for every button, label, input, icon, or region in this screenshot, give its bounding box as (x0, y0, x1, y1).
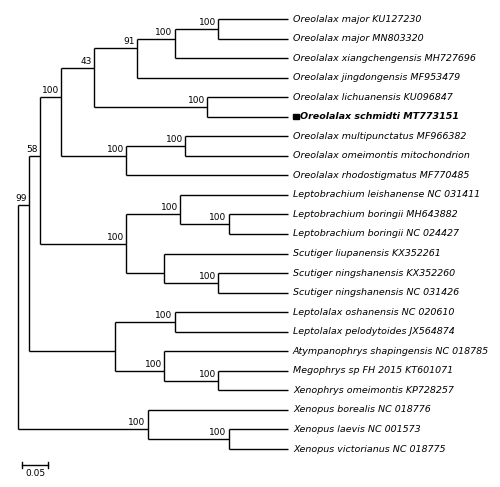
Text: Xenopus laevis NC 001573: Xenopus laevis NC 001573 (293, 425, 420, 434)
Text: 100: 100 (128, 418, 146, 428)
Text: 100: 100 (161, 204, 178, 212)
Text: Oreolalax jingdongensis MF953479: Oreolalax jingdongensis MF953479 (293, 73, 460, 82)
Bar (293, 114, 298, 119)
Text: Scutiger ningshanensis NC 031426: Scutiger ningshanensis NC 031426 (293, 288, 459, 297)
Text: Scutiger liupanensis KX352261: Scutiger liupanensis KX352261 (293, 249, 441, 258)
Text: Xenophrys omeimontis KP728257: Xenophrys omeimontis KP728257 (293, 386, 454, 395)
Text: 100: 100 (144, 360, 162, 369)
Text: Oreolalax xiangchengensis MH727696: Oreolalax xiangchengensis MH727696 (293, 54, 476, 63)
Text: 100: 100 (210, 213, 226, 222)
Text: Xenopus borealis NC 018776: Xenopus borealis NC 018776 (293, 405, 431, 414)
Text: 100: 100 (166, 135, 184, 144)
Text: Leptolalax oshanensis NC 020610: Leptolalax oshanensis NC 020610 (293, 308, 454, 317)
Text: 100: 100 (42, 86, 59, 95)
Text: 100: 100 (156, 28, 172, 37)
Text: 58: 58 (26, 145, 38, 154)
Text: Leptobrachium leishanense NC 031411: Leptobrachium leishanense NC 031411 (293, 190, 480, 199)
Text: Oreolalax major MN803320: Oreolalax major MN803320 (293, 34, 424, 43)
Text: Oreolalax schmidti MT773151: Oreolalax schmidti MT773151 (300, 112, 460, 121)
Text: 99: 99 (16, 194, 27, 203)
Text: 100: 100 (198, 370, 216, 378)
Text: 100: 100 (188, 96, 205, 105)
Text: Xenopus victorianus NC 018775: Xenopus victorianus NC 018775 (293, 445, 446, 453)
Text: 91: 91 (124, 37, 135, 46)
Text: Oreolalax lichuanensis KU096847: Oreolalax lichuanensis KU096847 (293, 93, 453, 102)
Text: Leptobrachium boringii NC 024427: Leptobrachium boringii NC 024427 (293, 229, 459, 239)
Text: 100: 100 (198, 272, 216, 281)
Text: Atympanophrys shapingensis NC 018785: Atympanophrys shapingensis NC 018785 (293, 347, 489, 356)
Text: Oreolalax rhodostigmatus MF770485: Oreolalax rhodostigmatus MF770485 (293, 171, 470, 180)
Text: 100: 100 (156, 311, 172, 320)
Text: 43: 43 (80, 57, 92, 66)
Text: Leptobrachium boringii MH643882: Leptobrachium boringii MH643882 (293, 210, 458, 219)
Text: Megophrys sp FH 2015 KT601071: Megophrys sp FH 2015 KT601071 (293, 366, 453, 375)
Text: Oreolalax omeimontis mitochondrion: Oreolalax omeimontis mitochondrion (293, 151, 470, 160)
Text: 100: 100 (210, 428, 226, 437)
Text: Oreolalax major KU127230: Oreolalax major KU127230 (293, 15, 422, 23)
Text: 100: 100 (107, 145, 124, 154)
Text: 100: 100 (107, 233, 124, 242)
Text: 0.05: 0.05 (25, 469, 45, 478)
Text: Scutiger ningshanensis KX352260: Scutiger ningshanensis KX352260 (293, 269, 455, 278)
Text: Leptolalax pelodytoides JX564874: Leptolalax pelodytoides JX564874 (293, 327, 455, 336)
Text: Oreolalax multipunctatus MF966382: Oreolalax multipunctatus MF966382 (293, 132, 467, 141)
Text: 100: 100 (198, 18, 216, 27)
